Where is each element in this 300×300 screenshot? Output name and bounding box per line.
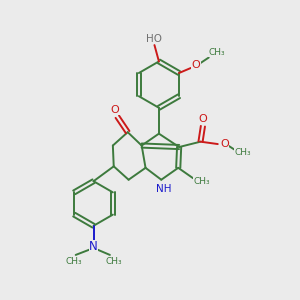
Text: CH₃: CH₃ <box>235 148 251 157</box>
Text: O: O <box>111 105 120 115</box>
Text: O: O <box>192 60 200 70</box>
Text: HO: HO <box>146 34 163 44</box>
Text: O: O <box>220 139 229 149</box>
Text: CH₃: CH₃ <box>105 257 122 266</box>
Text: CH₃: CH₃ <box>65 257 82 266</box>
Text: NH: NH <box>156 184 171 194</box>
Text: O: O <box>199 114 207 124</box>
Text: CH₃: CH₃ <box>194 177 210 186</box>
Text: N: N <box>89 240 98 253</box>
Text: CH₃: CH₃ <box>209 48 225 57</box>
